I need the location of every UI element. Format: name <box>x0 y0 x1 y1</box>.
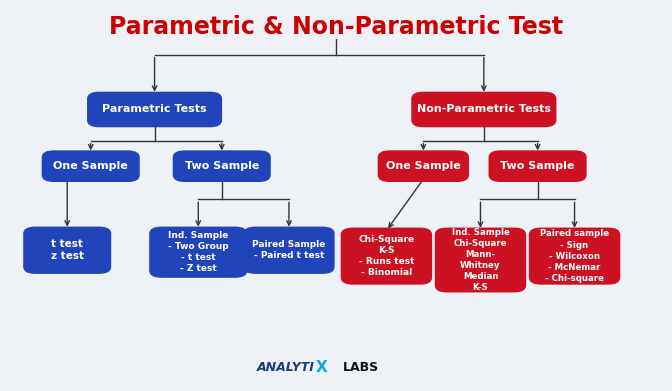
FancyBboxPatch shape <box>149 227 247 278</box>
FancyBboxPatch shape <box>243 227 335 274</box>
Text: LABS: LABS <box>343 361 379 374</box>
FancyBboxPatch shape <box>529 228 620 285</box>
FancyBboxPatch shape <box>378 150 469 182</box>
FancyBboxPatch shape <box>23 227 112 274</box>
Text: X: X <box>316 360 327 375</box>
Text: Two Sample: Two Sample <box>501 161 575 171</box>
Text: Paired sample
- Sign
- Wilcoxon
- McNemar
- Chi-square: Paired sample - Sign - Wilcoxon - McNema… <box>540 230 609 283</box>
Text: Chi-Square
K-S
- Runs test
- Binomial: Chi-Square K-S - Runs test - Binomial <box>358 235 415 277</box>
Text: One Sample: One Sample <box>386 161 461 171</box>
Text: Parametric & Non-Parametric Test: Parametric & Non-Parametric Test <box>109 15 563 39</box>
FancyBboxPatch shape <box>411 91 556 127</box>
Text: Parametric Tests: Parametric Tests <box>102 104 207 115</box>
FancyBboxPatch shape <box>42 150 140 182</box>
Text: Paired Sample
- Paired t test: Paired Sample - Paired t test <box>252 240 326 260</box>
Text: Non-Parametric Tests: Non-Parametric Tests <box>417 104 551 115</box>
Text: Two Sample: Two Sample <box>185 161 259 171</box>
Text: One Sample: One Sample <box>53 161 128 171</box>
Text: Ind. Sample
Chi-Square
Mann-
Whitney
Median
K-S: Ind. Sample Chi-Square Mann- Whitney Med… <box>452 228 509 292</box>
Text: Ind. Sample
- Two Group
- t test
- Z test: Ind. Sample - Two Group - t test - Z tes… <box>168 231 228 273</box>
FancyBboxPatch shape <box>87 91 222 127</box>
Text: ANALYTI: ANALYTI <box>257 361 314 374</box>
Text: t test
z test: t test z test <box>50 239 84 262</box>
FancyBboxPatch shape <box>435 228 526 292</box>
FancyBboxPatch shape <box>173 150 271 182</box>
FancyBboxPatch shape <box>489 150 587 182</box>
FancyBboxPatch shape <box>341 228 432 285</box>
